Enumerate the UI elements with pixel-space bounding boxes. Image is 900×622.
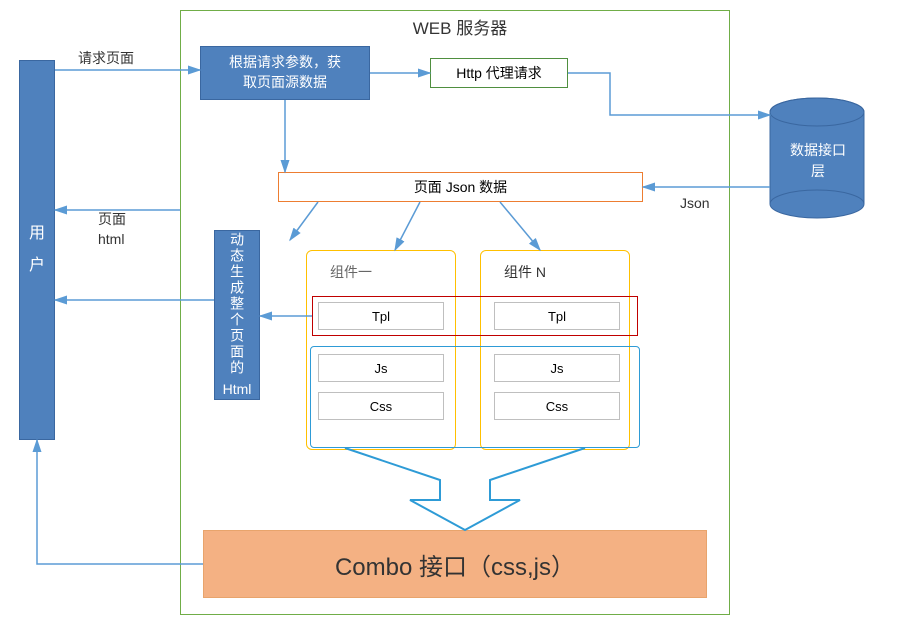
cN-css-label: Css (546, 399, 568, 414)
cN-tpl: Tpl (494, 302, 620, 330)
c1-js: Js (318, 354, 444, 382)
edge-label-request: 请求页面 (78, 48, 134, 68)
component1-title: 组件一 (330, 262, 372, 282)
c1-css: Css (318, 392, 444, 420)
combo-box: Combo 接口（css,js） (203, 530, 707, 598)
web-server-title: WEB 服务器 (360, 14, 560, 39)
cN-css: Css (494, 392, 620, 420)
data-layer-label: 数据接口层 (788, 140, 848, 182)
dynamic-html-label2: Html (223, 380, 252, 398)
cN-tpl-label: Tpl (548, 309, 566, 324)
cN-js-label: Js (551, 361, 564, 376)
cN-js: Js (494, 354, 620, 382)
data-layer-text: 数据接口层 (788, 140, 848, 182)
c1-js-label: Js (375, 361, 388, 376)
json-data-label: 页面 Json 数据 (414, 177, 507, 197)
request-params-label: 根据请求参数，获 取页面源数据 (229, 53, 341, 92)
dynamic-html-box: 动态生成整个页面的 Html (214, 230, 260, 400)
combo-label: Combo 接口（css,js） (335, 547, 575, 582)
componentN-title: 组件 N (504, 262, 546, 282)
json-data-box: 页面 Json 数据 (278, 172, 643, 202)
user-label: 用 户 (29, 218, 45, 282)
c1-tpl: Tpl (318, 302, 444, 330)
edge-label-html: 页面 html (98, 210, 126, 249)
http-proxy-box: Http 代理请求 (430, 58, 568, 88)
edge-label-json: Json (680, 195, 710, 211)
user-box: 用 户 (19, 60, 55, 440)
c1-tpl-label: Tpl (372, 309, 390, 324)
c1-css-label: Css (370, 399, 392, 414)
request-params-box: 根据请求参数，获 取页面源数据 (200, 46, 370, 100)
dynamic-html-label: 动态生成整个页面的 (228, 232, 246, 376)
http-proxy-label: Http 代理请求 (456, 63, 542, 83)
